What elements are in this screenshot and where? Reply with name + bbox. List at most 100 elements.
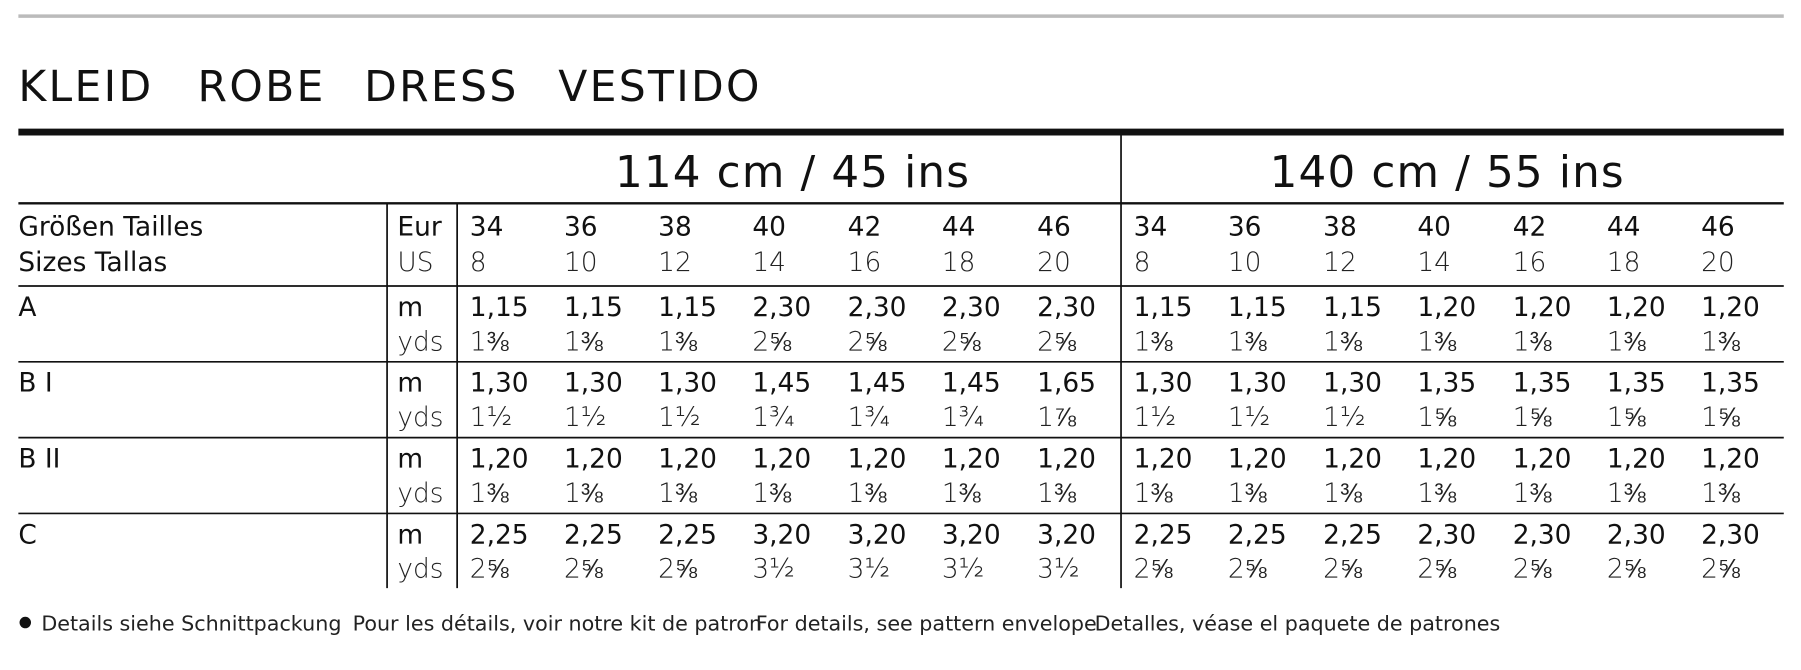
eur-size: 44 [942,211,976,242]
footer-note: Detalles, véase el paquete de patrones [1095,612,1501,636]
eur-size: 38 [1323,211,1357,242]
bullet [19,616,32,629]
yards: 1⅜ [470,478,510,509]
meters: 1,35 [1513,368,1572,399]
meters: 1,30 [1228,368,1287,399]
meters: 1,20 [1607,443,1666,474]
meters: 1,20 [1134,443,1193,474]
eur-size: 40 [752,211,786,242]
yards: 2⅝ [942,326,982,357]
yards: 1⅜ [1607,478,1647,509]
unit: yds [397,478,443,509]
meters: 1,20 [1701,292,1760,323]
meters: 1,20 [658,443,717,474]
us-size: 12 [658,247,692,278]
yards: 1⅜ [658,478,698,509]
meters: 2,30 [1701,519,1760,550]
meters: 1,20 [1323,443,1382,474]
yards: 1⅜ [752,478,792,509]
meters: 1,45 [942,368,1001,399]
meters: 1,15 [658,292,717,323]
meters: 1,15 [1323,292,1382,323]
meters: 1,30 [1323,368,1382,399]
yards: 1⅞ [1037,402,1077,433]
meters: 3,20 [752,519,811,550]
yards: 1½ [564,402,606,433]
meters: 2,30 [848,292,907,323]
title-word: VESTIDO [558,63,762,112]
yards: 1⅝ [1701,402,1741,433]
unit: m [397,443,423,474]
meters: 1,15 [1228,292,1287,323]
us-size: 18 [1607,247,1641,278]
meters: 2,25 [658,519,717,550]
yards: 1⅜ [658,326,698,357]
width-header: 140 cm / 55 ins [1270,147,1625,198]
yards: 2⅝ [1701,554,1741,585]
eur-size: 42 [1513,211,1547,242]
yards: 1½ [1134,402,1176,433]
footer-note: For details, see pattern envelope [756,612,1097,636]
meters: 1,30 [564,368,623,399]
meters: 2,30 [1513,519,1572,550]
meters: 1,20 [470,443,529,474]
meters: 2,25 [564,519,623,550]
eur-size: 46 [1037,211,1071,242]
yards: 2⅝ [1323,554,1363,585]
yards: 1½ [1228,402,1270,433]
eur-size: 44 [1607,211,1641,242]
yards: 1⅜ [470,326,510,357]
meters: 1,15 [1134,292,1193,323]
meters: 2,25 [1323,519,1382,550]
yards: 2⅝ [470,554,510,585]
meters: 3,20 [848,519,907,550]
us-size: 16 [1513,247,1547,278]
yards: 2⅝ [1228,554,1268,585]
meters: 1,65 [1037,368,1096,399]
eur-size: 36 [1228,211,1262,242]
size-unit: Eur [397,211,441,242]
yards: 1⅜ [1323,326,1363,357]
yards: 2⅝ [1134,554,1174,585]
meters: 1,15 [564,292,623,323]
meters: 1,20 [942,443,1001,474]
meters: 1,20 [1701,443,1760,474]
eur-size: 34 [1134,211,1168,242]
meters: 1,15 [470,292,529,323]
yards: 2⅝ [1037,326,1077,357]
meters: 1,30 [470,368,529,399]
us-size: 12 [1323,247,1357,278]
yards: 2⅝ [1417,554,1457,585]
yards: 1⅜ [1513,478,1553,509]
yards: 1¾ [752,402,794,433]
title-word: KLEID [18,63,153,112]
us-size: 16 [848,247,882,278]
yards: 1⅜ [1701,326,1741,357]
size-label: Größen Tailles [18,211,203,242]
yards: 2⅝ [848,326,888,357]
meters: 1,30 [1134,368,1193,399]
yards: 1½ [658,402,700,433]
us-size: 8 [470,247,487,278]
yards: 1⅜ [1134,326,1174,357]
unit: m [397,368,423,399]
meters: 2,30 [752,292,811,323]
unit: yds [397,326,443,357]
eur-size: 36 [564,211,598,242]
size-unit: US [397,247,433,278]
unit: yds [397,402,443,433]
yards: 1⅜ [942,478,982,509]
meters: 2,30 [942,292,1001,323]
size-label: Sizes Tallas [18,247,167,278]
eur-size: 34 [470,211,504,242]
row-label: B II [18,443,60,474]
yards: 1⅝ [1607,402,1647,433]
yards: 1⅜ [1417,326,1457,357]
yards: 2⅝ [1513,554,1553,585]
meters: 3,20 [1037,519,1096,550]
yards: 2⅝ [658,554,698,585]
yards: 1⅜ [1323,478,1363,509]
yards: 3½ [848,554,890,585]
